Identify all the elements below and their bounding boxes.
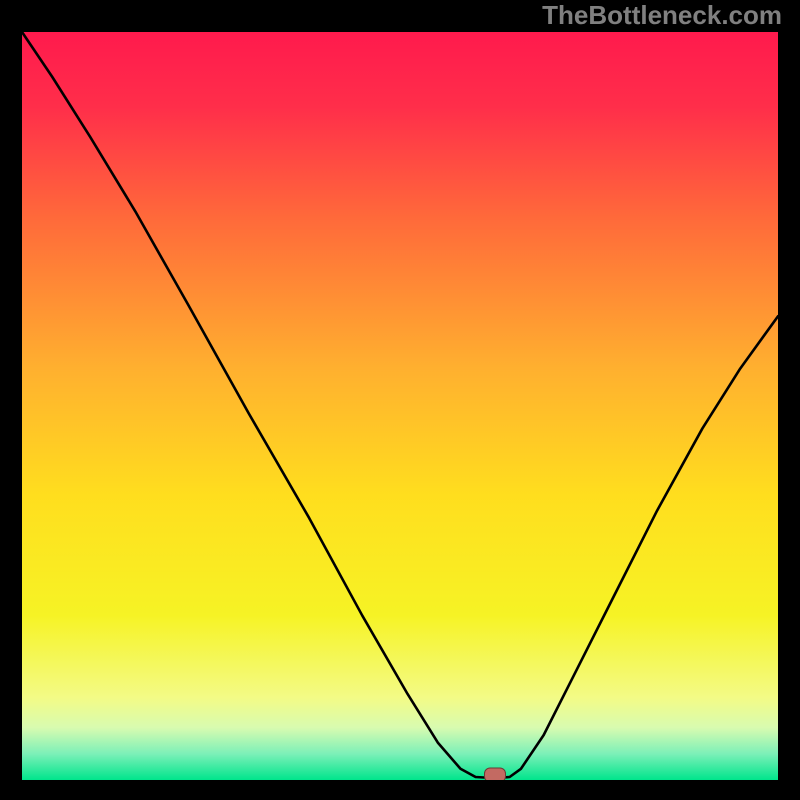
watermark-text: TheBottleneck.com (542, 0, 782, 31)
plot-area (22, 32, 778, 780)
gradient-and-curve-svg (22, 32, 778, 780)
chart-frame (20, 30, 780, 782)
minimum-marker (484, 767, 506, 780)
